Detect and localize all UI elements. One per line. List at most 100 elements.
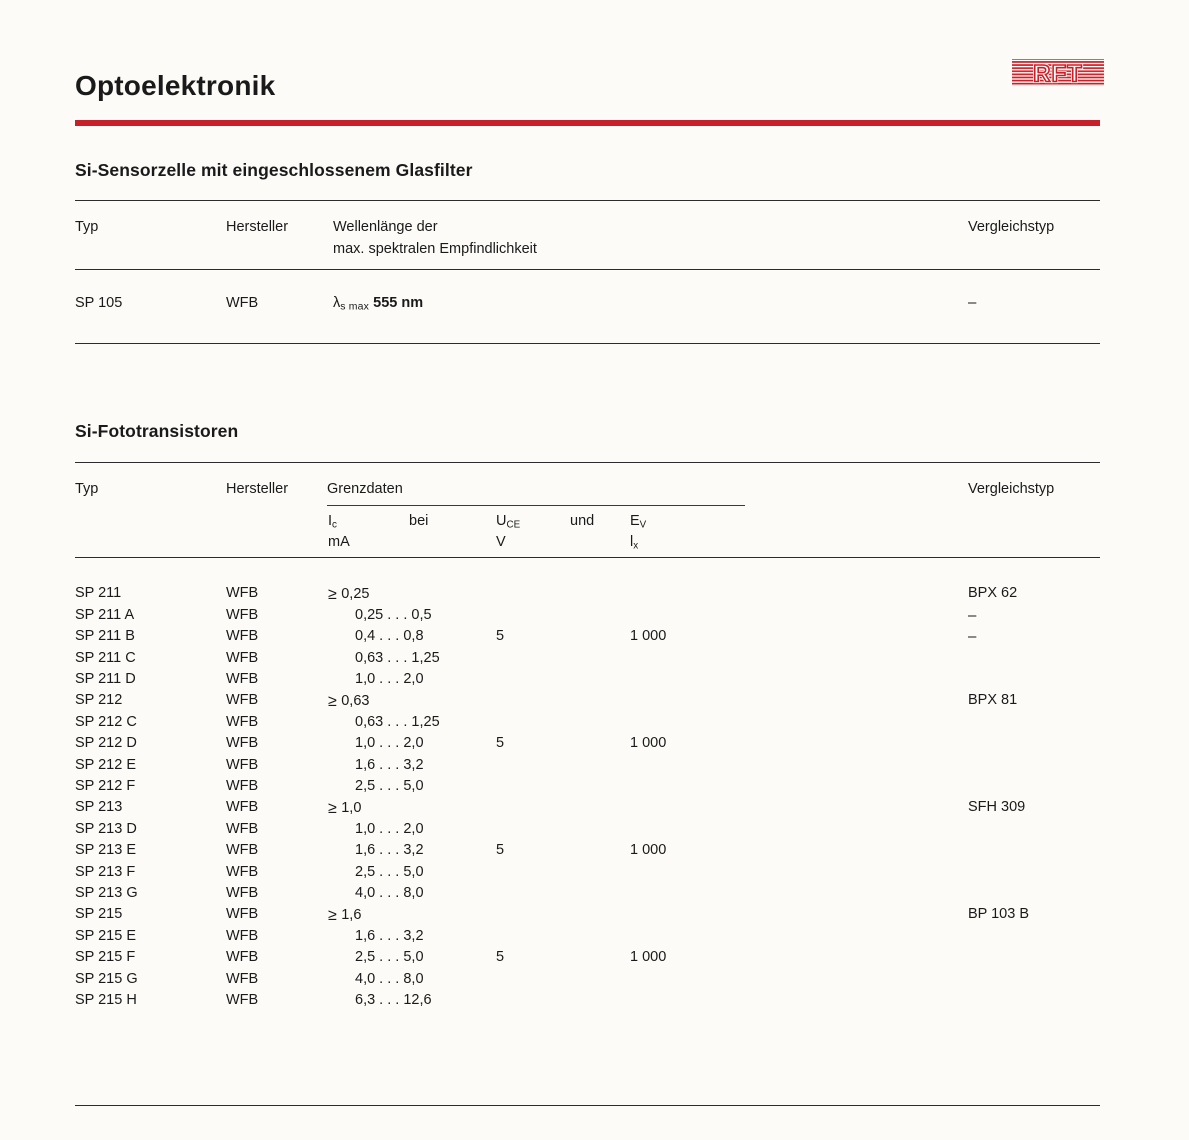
- table2-row-ic-value: 0,63 . . . 1,25: [355, 649, 440, 666]
- table2-row-ic: ≥ 1,0: [328, 798, 361, 818]
- table2-row-typ: SP 215: [75, 906, 123, 922]
- table2-row-ic: 2,5 . . . 5,0: [328, 777, 424, 796]
- table2-row-ic-value: 1,0 . . . 2,0: [355, 735, 424, 751]
- table2-row-hersteller: WFB: [226, 585, 259, 601]
- table2-row-ic-value: 0,63 . . . 1,25: [355, 713, 440, 730]
- table2-row-ic: 0,63 . . . 1,25: [328, 713, 440, 732]
- table1-rule-header-bottom: [75, 269, 1100, 271]
- accent-rule: [75, 120, 1100, 126]
- table2-row-ic: 0,63 . . . 1,25: [328, 649, 440, 668]
- table2-row-uce: 5: [496, 949, 505, 965]
- table2-row-uce: 5: [496, 842, 505, 858]
- table2-row-ic: 2,5 . . . 5,0: [328, 948, 424, 967]
- uce-symbol: U: [496, 513, 507, 529]
- table2-row-hersteller: WFB: [226, 970, 259, 987]
- table2-row-typ: SP 213 G: [75, 885, 138, 901]
- table2-row-ic-value: 2,5 . . . 5,0: [355, 863, 424, 880]
- table2-row-typ: SP 213 E: [75, 842, 137, 858]
- table2-row-ic: 1,0 . . . 2,0: [328, 820, 424, 839]
- table2-row-hersteller: WFB: [226, 713, 259, 730]
- table2-row-vergleichstyp: –: [968, 606, 977, 624]
- table2-row-ic-value: 0,25 . . . 0,5: [355, 606, 432, 623]
- table1-row-typ: SP 105: [75, 295, 123, 311]
- table2-row-vergleichstyp: –: [968, 628, 977, 645]
- table1-rule-bottom: [75, 343, 1100, 345]
- table1-header-wellenlaenge-line1: Wellenlänge der: [333, 219, 438, 235]
- table2-row-typ: SP 212 F: [75, 778, 136, 794]
- table2-rule-top: [75, 462, 1100, 464]
- table1-row-hersteller: WFB: [226, 295, 259, 311]
- table2-row-typ: SP 212: [75, 692, 123, 708]
- table2-header-und: und: [570, 513, 595, 529]
- table2-header-ev-unit: lx: [630, 533, 638, 555]
- table2-row-ev: 1 000: [630, 842, 667, 858]
- table2-row-ic: 1,0 . . . 2,0: [328, 734, 424, 753]
- uce-subscript: CE: [506, 519, 521, 531]
- table2-row-ic-value: 1,6 . . . 3,2: [355, 842, 424, 858]
- table2-row-typ: SP 211 A: [75, 606, 135, 623]
- table2-row-ic-value: 4,0 . . . 8,0: [355, 970, 424, 987]
- table2-row-hersteller: WFB: [226, 756, 259, 773]
- table2-row-ic-value: 1,6 . . . 3,2: [355, 927, 424, 944]
- table2-row-typ: SP 212 D: [75, 735, 137, 751]
- table2-row-ic-value: 1,0: [341, 800, 362, 816]
- table2-row-ic: 4,0 . . . 8,0: [328, 970, 424, 989]
- table2-row-ic-value: 0,4 . . . 0,8: [355, 628, 424, 644]
- table2-row-typ: SP 213 F: [75, 863, 136, 880]
- greater-equal-icon: ≥: [328, 907, 342, 924]
- table2-row-vergleichstyp: SFH 309: [968, 799, 1026, 815]
- table2-row-ic-value: 2,5 . . . 5,0: [355, 949, 424, 965]
- table2-row-ic-value: 0,25: [341, 586, 370, 602]
- table2-row-typ: SP 215 H: [75, 992, 137, 1008]
- table2-row-ic: 1,6 . . . 3,2: [328, 841, 424, 860]
- table2-row-hersteller: WFB: [226, 628, 259, 644]
- table2-row-vergleichstyp: BP 103 B: [968, 906, 1030, 922]
- ic-symbol: I: [328, 513, 333, 529]
- table1-header-typ: Typ: [75, 219, 99, 235]
- table2-row-hersteller: WFB: [226, 949, 259, 965]
- table1-row-vergleichstyp: –: [968, 294, 977, 311]
- table1-rule-top: [75, 200, 1100, 202]
- table2-header-ic-unit: mA: [328, 534, 350, 550]
- table2-header-grenzdaten: Grenzdaten: [327, 481, 403, 497]
- section-title-si-fototransistoren: Si-Fototransistoren: [75, 421, 239, 441]
- table2-row-ic: 1,6 . . . 3,2: [328, 756, 424, 775]
- table2-row-hersteller: WFB: [226, 606, 259, 623]
- table2-row-ic: 4,0 . . . 8,0: [328, 884, 424, 903]
- ev-subscript: V: [639, 519, 647, 531]
- table2-row-hersteller: WFB: [226, 885, 259, 901]
- table2-row-hersteller: WFB: [226, 671, 259, 687]
- table2-row-ic-value: 1,0 . . . 2,0: [355, 820, 424, 837]
- table2-row-ic: ≥ 0,25: [328, 584, 369, 604]
- svg-text:RFT: RFT: [1033, 61, 1083, 88]
- table2-row-typ: SP 212 C: [75, 713, 137, 730]
- table2-header-uce-unit: V: [496, 534, 506, 550]
- lambda-value: 555 nm: [373, 295, 424, 311]
- table2-row-ic-value: 4,0 . . . 8,0: [355, 885, 424, 901]
- table1-header-hersteller: Hersteller: [226, 219, 289, 235]
- table2-row-hersteller: WFB: [226, 692, 259, 708]
- table2-row-typ: SP 211 D: [75, 671, 136, 687]
- greater-equal-icon: ≥: [328, 693, 342, 710]
- table2-row-ic: 1,6 . . . 3,2: [328, 927, 424, 946]
- table2-row-ic-value: 1,0 . . . 2,0: [355, 671, 424, 687]
- section-title-si-sensorzelle: Si-Sensorzelle mit eingeschlossenem Glas…: [75, 160, 473, 180]
- table2-row-hersteller: WFB: [226, 927, 259, 944]
- table2-row-hersteller: WFB: [226, 799, 259, 815]
- table2-row-hersteller: WFB: [226, 778, 259, 794]
- table2-row-typ: SP 215 G: [75, 970, 138, 987]
- table2-row-uce: 5: [496, 628, 505, 644]
- table2-header-ic: Ic: [328, 512, 337, 534]
- table2-row-ic-value: 0,63: [341, 693, 370, 709]
- table2-rule-grenzdaten: [327, 505, 745, 507]
- table2-row-hersteller: WFB: [226, 842, 259, 858]
- table2-row-uce: 5: [496, 735, 505, 751]
- lambda-symbol: λ: [333, 295, 341, 311]
- table2-row-ic: 0,4 . . . 0,8: [328, 627, 424, 646]
- rft-logo: RFT RFT: [1012, 58, 1104, 88]
- table2-row-typ: SP 215 E: [75, 927, 137, 944]
- table2-row-ic-value: 2,5 . . . 5,0: [355, 778, 424, 794]
- table2-row-typ: SP 211 B: [75, 628, 135, 644]
- greater-equal-icon: ≥: [328, 586, 342, 603]
- table2-row-hersteller: WFB: [226, 863, 259, 880]
